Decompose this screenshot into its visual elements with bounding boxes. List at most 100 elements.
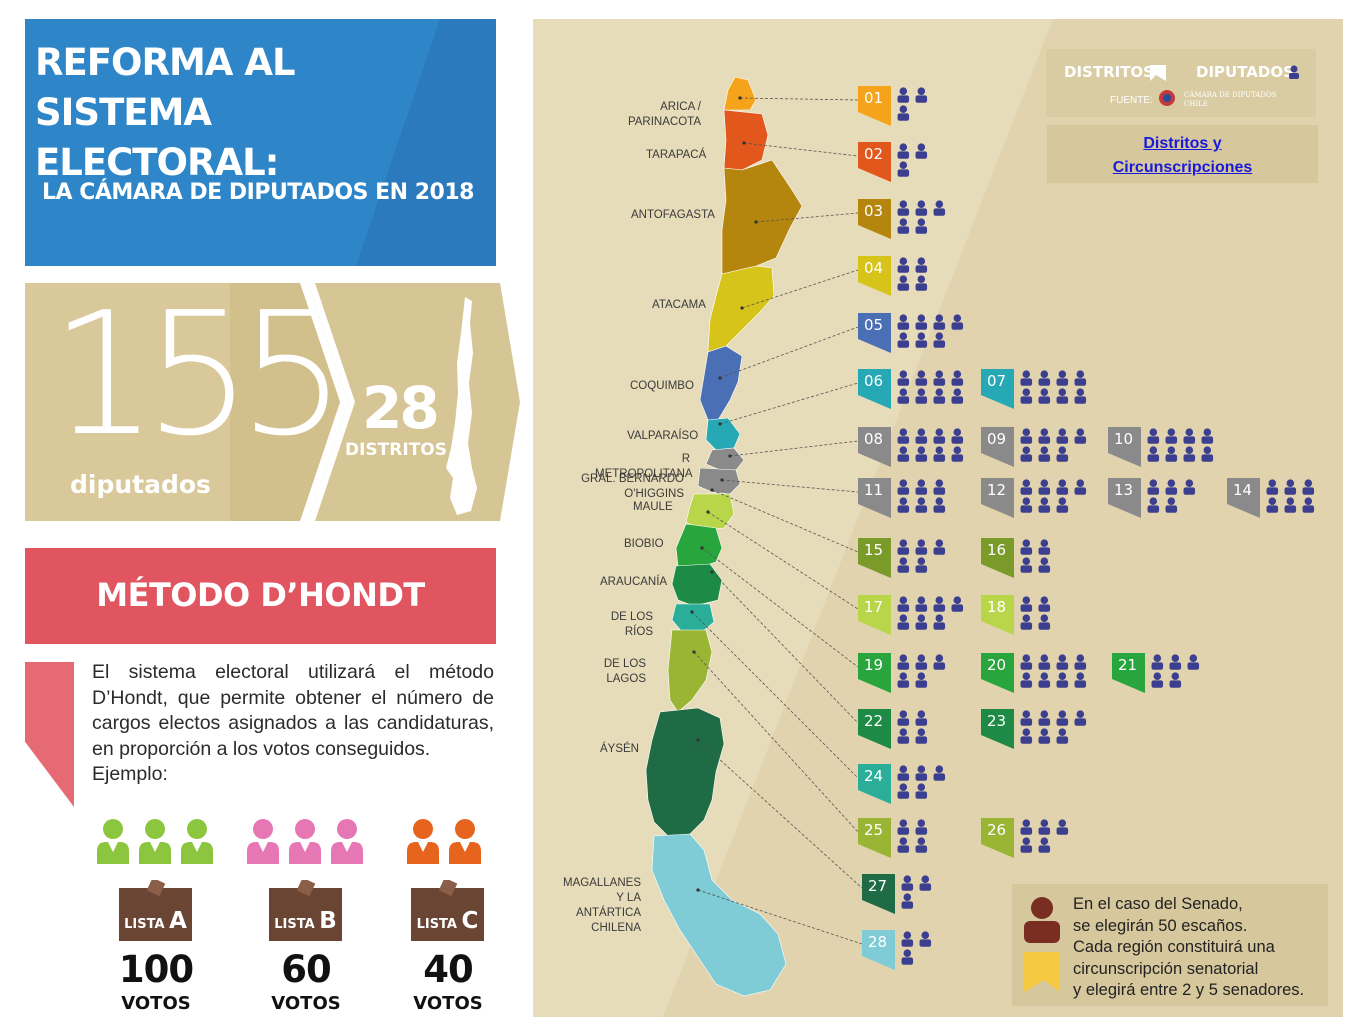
legend-box: DISTRITOS DIPUTADOS FUENTE: CÁMARA DE DI…: [1046, 49, 1316, 117]
person-icon: [1284, 479, 1297, 495]
person-icon: [933, 654, 946, 670]
districts-link[interactable]: Distritos y Circunscripciones: [1047, 132, 1318, 180]
district-flag-icon: [981, 478, 1014, 518]
person-icon: [897, 539, 910, 555]
link-line[interactable]: Distritos y: [1143, 135, 1222, 152]
district-number: 20: [987, 656, 1007, 674]
senate-note-box: [1012, 884, 1328, 1006]
person-icon: [915, 200, 928, 216]
person-icon: [1147, 497, 1160, 513]
map-region-08: [705, 447, 745, 471]
region-label: MAULE: [633, 501, 673, 513]
map-dot: [706, 510, 710, 514]
person-icon: [1038, 479, 1051, 495]
person-icon: [897, 105, 910, 121]
person-icon: [1020, 596, 1033, 612]
list-a-votes-label: VOTOS: [121, 993, 191, 1014]
person-icon: [897, 672, 910, 688]
region-label: BIOBIO: [624, 538, 664, 550]
region-label: ARICA / PARINACOTA: [627, 101, 701, 128]
leader-line-06: [719, 382, 859, 425]
district-seats: [897, 710, 928, 744]
district-seats: [897, 428, 964, 462]
list-b-votes: 60: [281, 948, 332, 991]
district-number: 05: [864, 316, 884, 334]
person-icon: [1147, 446, 1160, 462]
source-line: CÁMARA DE DIPUTADOS: [1184, 91, 1277, 99]
person-icon: [915, 428, 928, 444]
person-icon: [1165, 446, 1178, 462]
person-icon: [897, 275, 910, 291]
district-flag-icon: [858, 478, 891, 518]
person-icon: [915, 614, 928, 630]
person-icon: [915, 837, 928, 853]
person-icon: [915, 446, 928, 462]
person-icon: [915, 275, 928, 291]
district-seats: [897, 654, 946, 688]
person-icon: [1074, 654, 1087, 670]
person-icon: [1056, 497, 1069, 513]
person-icon: [933, 200, 946, 216]
person-icon: [1056, 819, 1069, 835]
person-icon: [933, 614, 946, 630]
person-icon: [1056, 479, 1069, 495]
district-number: 15: [864, 541, 884, 559]
map-dot: [696, 738, 700, 742]
person-icon: [1056, 728, 1069, 744]
district-flag-icon: [981, 369, 1014, 409]
district-flag-icon: [858, 86, 891, 126]
district-seats: [897, 596, 964, 630]
person-icon: [933, 479, 946, 495]
district-seats: [897, 87, 928, 121]
voter-icon: [289, 819, 321, 864]
person-icon: [933, 596, 946, 612]
ballot-box-icon: [119, 880, 192, 941]
deputies-number: 155: [50, 276, 347, 474]
person-icon: [1038, 446, 1051, 462]
district-seats: [897, 143, 928, 177]
map-region-03: [721, 159, 803, 275]
legend-districts: DISTRITOS: [1064, 63, 1154, 81]
leader-line-01: [739, 97, 859, 101]
person-icon: [933, 428, 946, 444]
person-icon: [1020, 539, 1033, 555]
map-region-25: [667, 629, 713, 713]
district-seats: [1151, 654, 1200, 688]
list-c-votes: 40: [423, 948, 474, 991]
district-seats: [1020, 596, 1051, 630]
person-icon: [897, 161, 910, 177]
person-icon: [1183, 446, 1196, 462]
map-region-02: [723, 109, 769, 171]
region-line: CHILENA: [591, 922, 641, 934]
link-line[interactable]: Circunscripciones: [1112, 159, 1253, 176]
district-flag-icon: [858, 818, 891, 858]
leader-line-22: [711, 571, 859, 724]
district-flag-icon: [981, 709, 1014, 749]
person-icon: [919, 931, 932, 947]
legend-source-name: CÁMARA DE DIPUTADOS CHILE: [1184, 91, 1276, 109]
person-icon: [1074, 710, 1087, 726]
person-icon: [915, 728, 928, 744]
district-number: 12: [987, 481, 1007, 499]
person-icon: [915, 672, 928, 688]
list-c-votes-label: VOTOS: [413, 993, 483, 1014]
panel-background: [663, 19, 1343, 1017]
person-icon: [1074, 672, 1087, 688]
person-icon: [1038, 557, 1051, 573]
leader-line-25: [693, 651, 859, 833]
district-number: 01: [864, 89, 884, 107]
list-letter: C: [461, 908, 479, 934]
map-dot: [710, 488, 714, 492]
person-icon: [1038, 370, 1051, 386]
region-label: ATACAMA: [652, 299, 706, 311]
person-icon: [1020, 654, 1033, 670]
person-icon: [915, 654, 928, 670]
person-icon: [915, 783, 928, 799]
district-seats: [1020, 428, 1087, 462]
person-icon: [1020, 479, 1033, 495]
person-icon: [1038, 672, 1051, 688]
person-icon: [951, 446, 964, 462]
district-flag-icon: [858, 764, 891, 804]
voter-icon: [331, 819, 363, 864]
person-icon: [1056, 654, 1069, 670]
